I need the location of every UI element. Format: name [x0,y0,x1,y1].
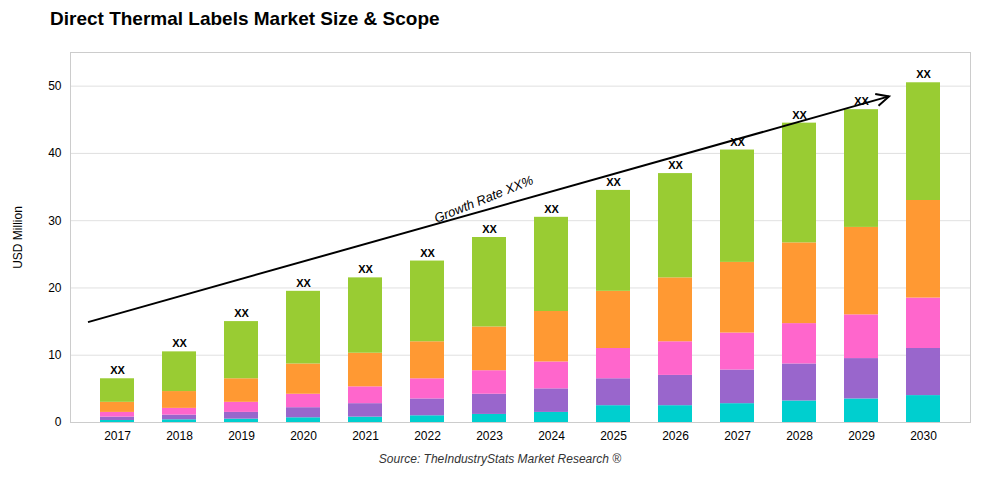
svg-text:USD Million: USD Million [11,206,25,269]
svg-text:2023: 2023 [476,429,503,443]
svg-text:XX: XX [234,307,249,319]
svg-text:XX: XX [606,176,621,188]
svg-text:2021: 2021 [352,429,379,443]
svg-text:XX: XX [916,68,931,80]
svg-text:XX: XX [296,277,311,289]
svg-text:2028: 2028 [786,429,813,443]
svg-text:20: 20 [48,281,62,295]
svg-text:30: 30 [48,214,62,228]
svg-text:2022: 2022 [414,429,441,443]
svg-text:XX: XX [668,159,683,171]
svg-text:XX: XX [792,109,807,121]
svg-text:0: 0 [55,415,62,429]
svg-text:40: 40 [48,146,62,160]
svg-text:XX: XX [544,203,559,215]
svg-text:XX: XX [420,247,435,259]
svg-text:XX: XX [172,337,187,349]
svg-text:XX: XX [730,135,745,148]
svg-text:2025: 2025 [600,429,627,443]
svg-text:XX: XX [358,263,373,275]
svg-text:50: 50 [48,79,62,93]
html-text:Direct Thermal Labels Market S: Direct Thermal Labels Market Size & Scop… [50,8,440,29]
svg-text:2024: 2024 [538,429,565,443]
svg-text:2027: 2027 [724,429,751,443]
svg-text:XX: XX [854,95,869,108]
svg-text:2018: 2018 [166,429,193,443]
svg-text:XX: XX [482,223,497,235]
svg-text:XX: XX [110,364,125,376]
svg-text:2017: 2017 [104,429,131,443]
svg-text:2020: 2020 [290,429,317,443]
svg-text:2029: 2029 [848,429,875,443]
svg-text:10: 10 [48,348,62,362]
svg-text:2026: 2026 [662,429,689,443]
svg-text:Growth Rate XX%: Growth Rate XX% [432,172,535,225]
svg-text:2030: 2030 [910,429,937,443]
svg-text:2019: 2019 [228,429,255,443]
html-text:Source: TheIndustryStats Marke: Source: TheIndustryStats Market Research… [378,452,622,466]
